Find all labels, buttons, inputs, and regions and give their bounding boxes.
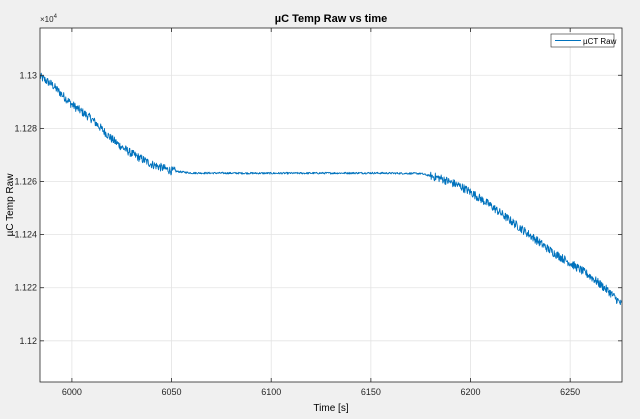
y-exponent-power: 4 (54, 14, 58, 20)
x-tick-label: 6200 (461, 387, 481, 397)
legend-box (550, 33, 615, 48)
y-exponent-base: ×10 (40, 15, 54, 24)
y-axis-label: µC Temp Raw (5, 173, 16, 237)
axes-box (39, 27, 623, 383)
axis-ticks: 6000 6050 6100 6150 6200 6250 1.12 1.122 1.124 1.… (14, 28, 622, 397)
y-tick-label: 1.13 (19, 70, 37, 80)
series-line (40, 72, 622, 306)
series-layer (40, 72, 622, 306)
chart-title: µC Temp Raw vs time (275, 13, 388, 25)
y-tick-label: 1.128 (14, 123, 37, 133)
chart-legend[interactable]: µCT Raw (550, 33, 617, 48)
x-tick-label: 6050 (162, 387, 182, 397)
x-tick-label: 6150 (361, 387, 381, 397)
x-tick-label: 6100 (261, 387, 281, 397)
y-tick-label: 1.126 (14, 176, 37, 186)
plot-area[interactable] (40, 28, 622, 382)
y-tick-label: 1.122 (14, 283, 37, 293)
grid-lines (40, 28, 622, 382)
x-axis-label: Time [s] (313, 403, 348, 414)
x-tick-label: 6250 (560, 387, 580, 397)
x-tick-label: 6000 (62, 387, 82, 397)
y-exponent-label: ×104 (40, 14, 58, 24)
y-tick-label: 1.12 (19, 336, 37, 346)
legend-label: µCT Raw (583, 37, 617, 46)
y-tick-label: 1.124 (14, 230, 37, 240)
